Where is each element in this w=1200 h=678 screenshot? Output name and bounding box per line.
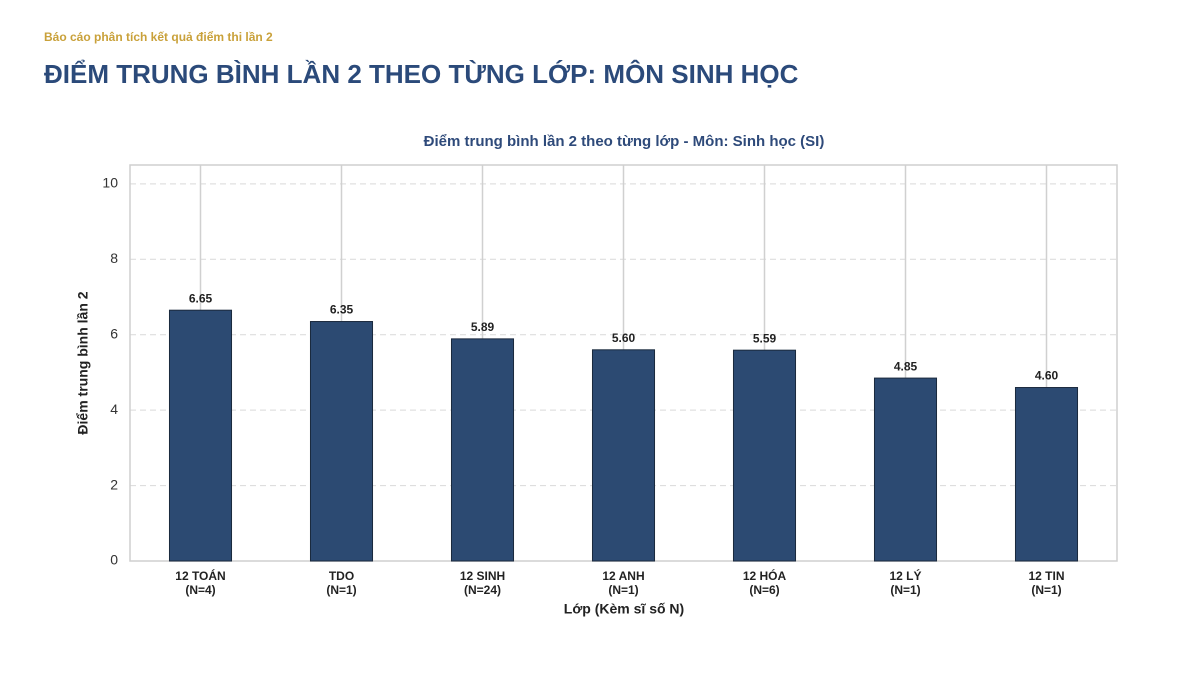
x-tick-label: 12 TIN: [1028, 569, 1064, 583]
sample-size-label: (N=6): [749, 583, 779, 597]
value-label: 5.59: [753, 331, 777, 345]
x-tick-label: 12 SINH: [460, 569, 505, 583]
bar: [1014, 387, 1079, 562]
sample-size-label: (N=1): [608, 583, 638, 597]
y-tick-label: 8: [110, 250, 118, 266]
sample-size-label: (N=24): [464, 583, 501, 597]
value-label: 6.65: [189, 291, 213, 305]
value-label: 5.60: [612, 331, 636, 345]
sample-size-label: (N=1): [890, 583, 920, 597]
sample-size-label: (N=1): [326, 583, 356, 597]
x-tick-label: 12 LÝ: [889, 568, 921, 583]
slide-title: ĐIỂM TRUNG BÌNH LẦN 2 THEO TỪNG LỚP: MÔN…: [44, 59, 799, 89]
x-axis-label: Lớp (Kèm sĩ số N): [564, 601, 684, 617]
bar: [591, 349, 656, 562]
x-tick-label: 12 HÓA: [743, 568, 787, 583]
sample-size-label: (N=4): [185, 583, 215, 597]
value-label: 4.60: [1035, 369, 1059, 383]
value-label: 4.85: [894, 359, 918, 373]
bar: [732, 349, 797, 562]
bar: [309, 321, 374, 562]
y-tick-label: 6: [110, 325, 118, 341]
x-tick-label: 12 TOÁN: [175, 568, 225, 583]
chart-title: Điểm trung bình lần 2 theo từng lớp - Mô…: [424, 133, 825, 150]
x-tick-label: 12 ANH: [602, 569, 644, 583]
y-tick-label: 4: [110, 401, 118, 417]
bar: [873, 377, 938, 562]
y-axis-label: Điểm trung bình lần 2: [75, 291, 91, 434]
bar: [168, 309, 233, 562]
x-tick-label: TDO: [329, 569, 354, 583]
value-label: 6.35: [330, 303, 354, 317]
bar: [450, 338, 515, 562]
sample-size-label: (N=1): [1031, 583, 1061, 597]
report-subtitle: Báo cáo phân tích kết quả điểm thi lần 2: [44, 30, 273, 44]
y-tick-label: 2: [110, 476, 118, 492]
y-tick-label: 10: [102, 175, 118, 191]
y-tick-label: 0: [110, 552, 118, 568]
value-label: 5.89: [471, 320, 495, 334]
